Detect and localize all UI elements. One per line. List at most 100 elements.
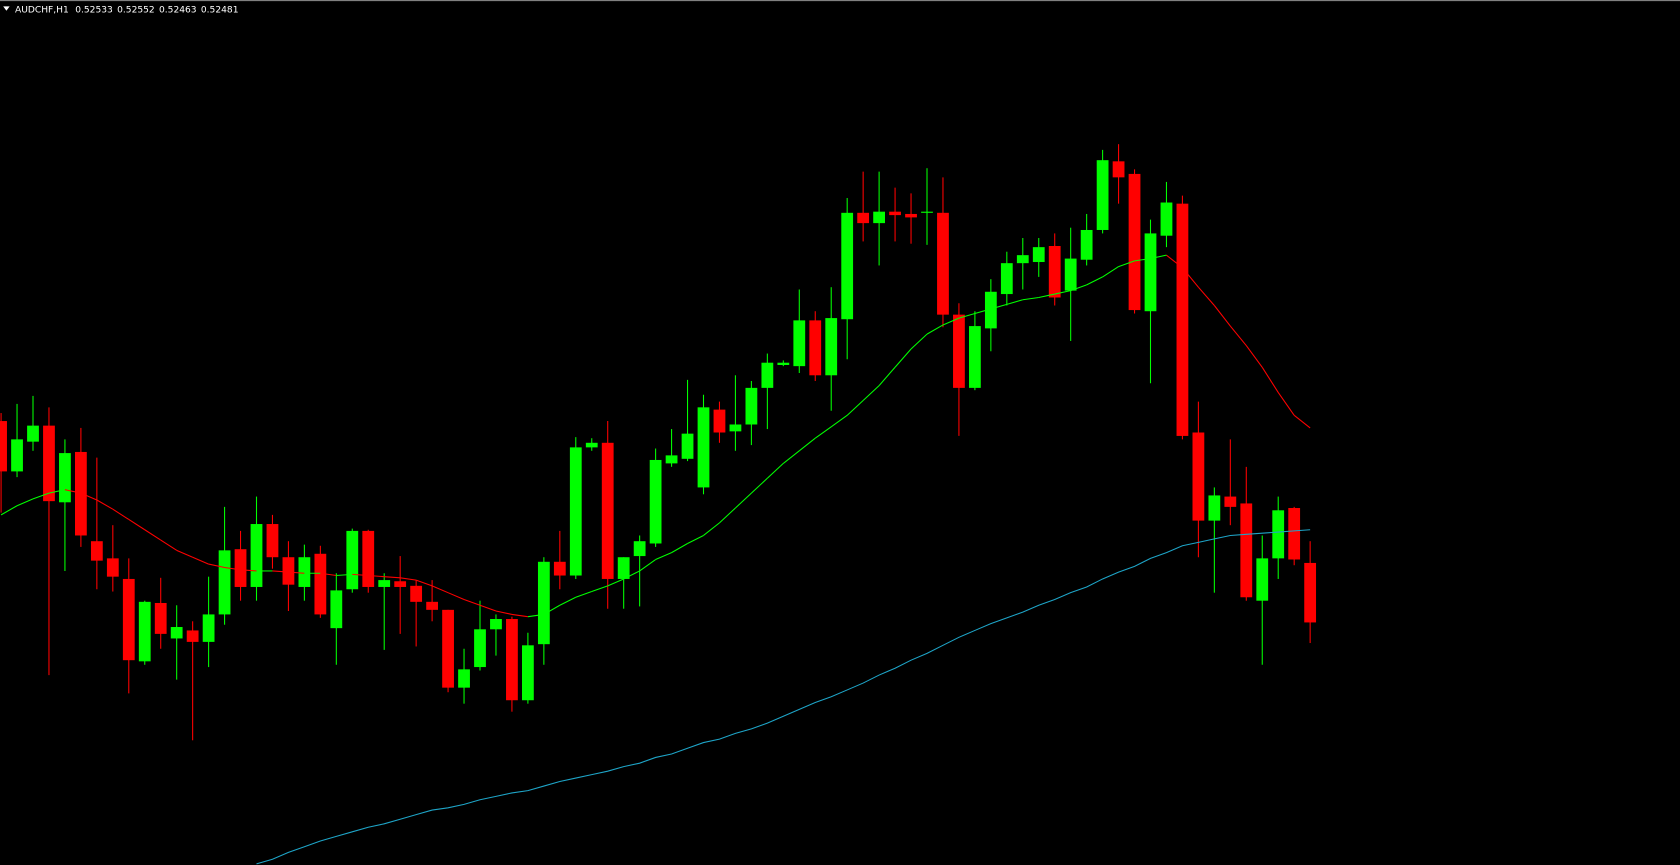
- moving-average-segment: [751, 477, 768, 494]
- moving-average-segment: [479, 604, 497, 612]
- moving-average-segment: [192, 556, 209, 565]
- candle-body: [585, 442, 598, 448]
- candle-body: [953, 314, 965, 388]
- moving-average-segment: [1166, 254, 1183, 269]
- candle-body: [0, 421, 7, 472]
- candle-body: [1256, 558, 1269, 601]
- candle-body: [984, 291, 997, 329]
- candle-body: [905, 213, 917, 218]
- candle-body: [969, 326, 981, 388]
- moving-average-segment: [240, 569, 257, 572]
- moving-average-segment: [607, 578, 624, 587]
- candle-body: [617, 557, 630, 579]
- candle-body: [330, 590, 343, 629]
- moving-average-segment: [80, 492, 98, 501]
- candle-body: [378, 580, 391, 587]
- candle-body: [1096, 160, 1109, 230]
- moving-average-segment: [846, 400, 864, 416]
- candle-body: [522, 645, 534, 701]
- moving-average-segment: [766, 463, 784, 479]
- menu-arrow[interactable]: [3, 6, 10, 11]
- moving-average-segment: [415, 579, 433, 587]
- moving-average-segment: [112, 508, 130, 520]
- candle-body: [681, 433, 694, 459]
- candle-body: [889, 211, 901, 216]
- candle-body: [394, 581, 407, 587]
- moving-average-segment: [942, 317, 960, 326]
- moving-average-segment: [894, 348, 912, 368]
- moving-average-segment: [591, 585, 608, 593]
- moving-average-segment: [1182, 267, 1199, 288]
- candle-body: [937, 212, 949, 315]
- moving-average-segment: [96, 499, 114, 510]
- candle-body: [170, 627, 183, 639]
- candle-body: [1224, 496, 1237, 507]
- header-low: 0.52463: [159, 5, 197, 15]
- moving-average-segment: [495, 610, 513, 615]
- candle-body: [729, 424, 742, 432]
- candle-body: [458, 669, 470, 688]
- candle-body: [873, 211, 885, 224]
- candle-body: [138, 601, 151, 662]
- moving-average-segment: [878, 366, 896, 386]
- candle-body: [697, 407, 710, 488]
- moving-average-segment: [575, 591, 592, 598]
- moving-average-segment: [798, 437, 816, 452]
- candle-body: [27, 425, 39, 442]
- candle-body: [282, 557, 295, 585]
- candle-body: [569, 447, 582, 576]
- moving-average-segment: [1086, 276, 1103, 286]
- moving-average-segment: [1038, 293, 1055, 299]
- moving-average-line: [256, 529, 1311, 865]
- moving-average-segment: [48, 489, 66, 494]
- moving-average-segment: [782, 450, 800, 464]
- candle-body: [122, 578, 135, 661]
- header-close: 0.52481: [201, 5, 239, 15]
- candle-body: [857, 212, 870, 224]
- moving-average-segment: [1118, 260, 1135, 268]
- moving-average-segment: [687, 534, 704, 544]
- candle-body: [1032, 247, 1045, 263]
- candle-body: [793, 320, 806, 367]
- candle-body: [43, 425, 55, 502]
- moving-average-segment: [655, 552, 672, 560]
- candle-body: [1128, 173, 1141, 311]
- candle-body: [490, 619, 502, 630]
- moving-average-segment: [1006, 299, 1023, 305]
- plot-area: [0, 144, 1317, 865]
- moving-average-segment: [1277, 392, 1295, 416]
- candle-body: [1272, 510, 1285, 559]
- moving-average-segment: [990, 303, 1007, 310]
- candle-body: [154, 602, 167, 634]
- moving-average-segment: [910, 333, 928, 350]
- moving-average-segment: [368, 574, 385, 578]
- chart-title: AUDCHF,H1: [15, 5, 69, 15]
- candle-body: [1240, 503, 1253, 598]
- candle-body: [713, 409, 726, 433]
- moving-average-segment: [1261, 366, 1279, 393]
- candle-body: [106, 558, 119, 577]
- candle-body: [202, 614, 215, 642]
- candle-body: [298, 557, 311, 587]
- moving-average-segment: [208, 563, 225, 569]
- moving-average-segment: [958, 312, 976, 319]
- candle-body: [649, 459, 662, 544]
- moving-average-segment: [1070, 284, 1087, 292]
- candle-body: [362, 530, 375, 587]
- candle-body: [314, 553, 327, 615]
- moving-average-segment: [352, 573, 369, 577]
- moving-average-segment: [16, 498, 34, 507]
- candle-body: [234, 549, 247, 587]
- moving-average-segment: [735, 492, 752, 509]
- moving-average-segment: [926, 324, 944, 335]
- candle-body: [841, 212, 854, 320]
- candle-body: [474, 629, 486, 668]
- moving-average-segment: [862, 385, 880, 401]
- moving-average-segment: [1150, 254, 1167, 260]
- candle-body: [665, 455, 678, 464]
- moving-average-segment: [543, 604, 561, 615]
- moving-average-segment: [623, 570, 640, 580]
- candle-body: [346, 530, 359, 590]
- candle-body: [266, 524, 279, 558]
